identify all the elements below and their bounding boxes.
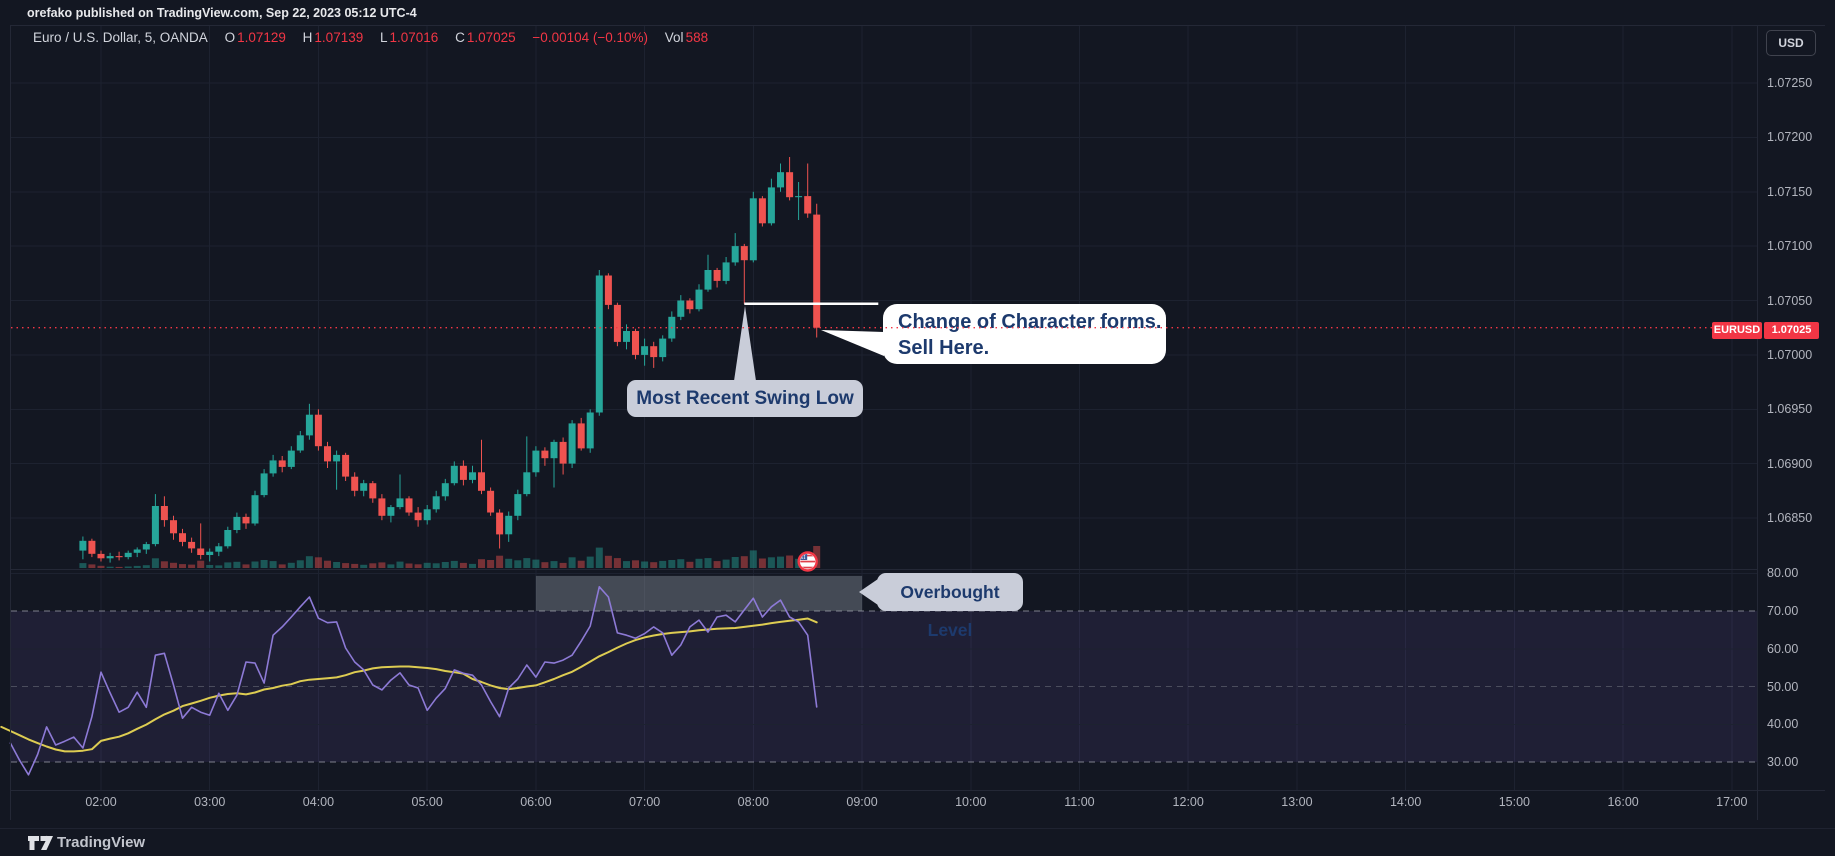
time-axis-tick: 03:00 <box>194 795 226 809</box>
price-axis-tick: 1.06850 <box>1767 511 1813 525</box>
change-of-character-callout[interactable]: Change of Character forms. Sell Here. <box>883 304 1166 364</box>
ohlc-high-label: H <box>302 30 313 45</box>
tradingview-logo-icon[interactable] <box>27 833 55 853</box>
time-axis-tick: 10:00 <box>955 795 987 809</box>
time-axis-tick: 15:00 <box>1498 795 1530 809</box>
swing-low-callout[interactable]: Most Recent Swing Low <box>627 380 863 417</box>
time-axis-tick: 12:00 <box>1172 795 1204 809</box>
coc-line1: Change of Character forms. <box>898 311 1162 333</box>
symbol-price-badge: EURUSD <box>1712 322 1762 339</box>
brand-bar: TradingView <box>0 828 1835 856</box>
price-axis-border[interactable] <box>1757 25 1758 820</box>
ohlc-low-label: L <box>380 30 388 45</box>
brand-name[interactable]: TradingView <box>57 834 146 851</box>
price-axis-tick: 1.07150 <box>1767 184 1813 199</box>
rsi-axis-tick: 60.00 <box>1767 641 1799 656</box>
rsi-axis-tick: 80.00 <box>1767 566 1799 581</box>
frame-top-border <box>10 25 1825 26</box>
ohlc-low-value: 1.07016 <box>389 30 439 45</box>
time-axis-tick: 16:00 <box>1607 795 1639 809</box>
time-axis-tick: 14:00 <box>1389 795 1422 809</box>
time-axis-tick: 13:00 <box>1281 795 1313 809</box>
overbought-callout[interactable]: Overbought Level <box>877 573 1023 640</box>
symbol-title[interactable]: Euro / U.S. Dollar, 5, OANDA <box>33 30 208 45</box>
price-axis-tick: 1.07050 <box>1767 293 1813 308</box>
pane-separator[interactable] <box>10 569 1757 570</box>
volume-label: Vol <box>664 30 684 45</box>
ohlc-open-label: O <box>224 30 236 45</box>
rsi-axis-tick: 70.00 <box>1767 604 1799 618</box>
ohlc-close-label: C <box>455 30 465 45</box>
rsi-axis-tick: 50.00 <box>1767 679 1799 694</box>
price-axis-tick: 1.07250 <box>1767 76 1813 90</box>
time-axis-tick: 05:00 <box>411 795 443 809</box>
time-axis-tick: 08:00 <box>737 795 769 809</box>
time-axis-tick: 11:00 <box>1064 795 1095 809</box>
last-price-badge: 1.07025 <box>1764 322 1819 339</box>
price-axis-tick: 1.06950 <box>1767 402 1813 417</box>
time-axis-tick: 17:00 <box>1716 795 1748 809</box>
rsi-axis-tick: 30.00 <box>1767 755 1799 769</box>
publish-title: orefako published on TradingView.com, Se… <box>27 6 417 20</box>
ohlc-close-value: 1.07025 <box>466 30 516 45</box>
ohlc-high-value: 1.07139 <box>314 30 364 45</box>
ohlc-change: −0.00104 (−0.10%) <box>532 30 649 45</box>
price-axis-tick: 1.06900 <box>1767 456 1813 471</box>
currency-usd-button[interactable]: USD <box>1766 30 1816 56</box>
coc-line2: Sell Here. <box>898 337 990 359</box>
time-axis-tick: 09:00 <box>846 795 878 809</box>
time-axis-tick: 06:00 <box>520 795 552 809</box>
price-axis-tick: 1.07100 <box>1767 239 1813 254</box>
rsi-axis-tick: 40.00 <box>1767 717 1799 732</box>
price-axis-tick: 1.07000 <box>1767 347 1813 362</box>
volume-value: 588 <box>685 30 709 45</box>
ohlc-open-value: 1.07129 <box>237 30 286 45</box>
frame-left-border <box>10 25 11 820</box>
time-axis-tick: 04:00 <box>302 795 335 809</box>
time-axis-tick: 02:00 <box>85 795 117 809</box>
time-axis-tick: 07:00 <box>628 795 661 809</box>
price-axis-tick: 1.07200 <box>1767 130 1813 145</box>
time-axis-border <box>10 790 1825 791</box>
